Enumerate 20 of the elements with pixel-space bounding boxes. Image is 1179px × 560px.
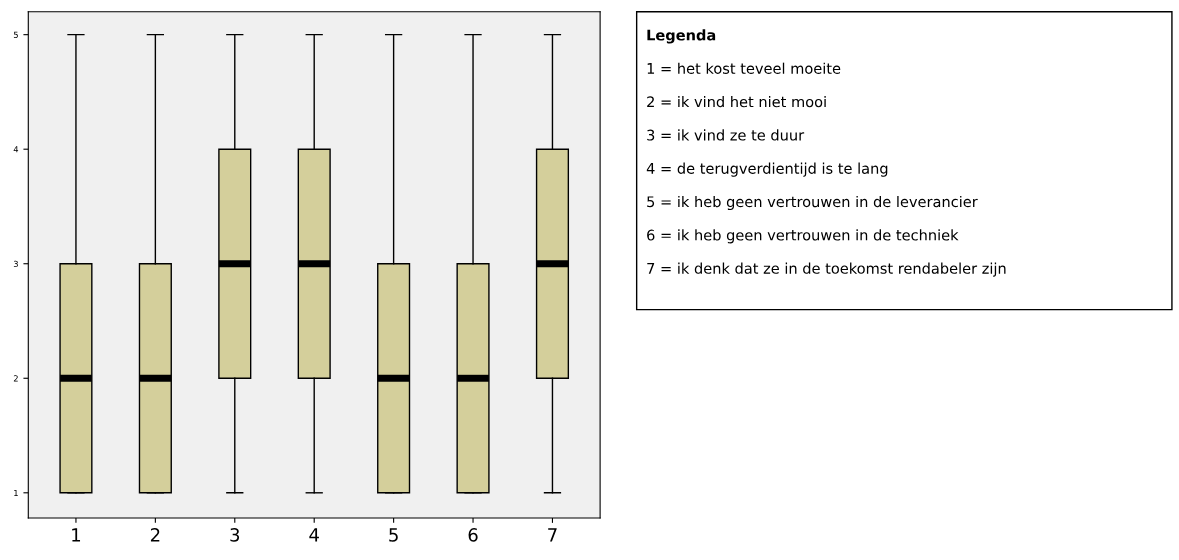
y-tick-label: 4 [13, 146, 19, 153]
text: 1 = het kost teveel moeite [647, 62, 841, 74]
x-tick-label: 6 [468, 528, 478, 542]
y-tick-label: 5 [13, 31, 18, 38]
text: 6 = ik heb geen vertrouwen in de techniek [647, 229, 959, 244]
y-tick-label: 2 [13, 375, 18, 382]
text: 7 = ik denk dat ze in de toekomst rendabeler zijn [647, 262, 1006, 277]
x-tick-label: 7 [548, 528, 557, 542]
text: 2 = ik vind het niet mooi [647, 95, 826, 108]
text: Legenda [647, 29, 716, 44]
x-tick-label: 5 [389, 528, 398, 542]
text: 3 = ik vind ze te duur [647, 129, 805, 141]
x-tick-label: 2 [150, 528, 160, 542]
y-tick-label: 3 [13, 260, 18, 268]
x-tick-label: 4 [309, 528, 319, 542]
x-tick-label: 1 [72, 528, 81, 542]
x-tick-label: 3 [230, 528, 240, 542]
text: 5 = ik heb geen vertrouwen in de leverancier [647, 195, 978, 211]
y-tick-label: 1 [14, 489, 18, 496]
text: 4 = de terugverdientijd is te lang [646, 162, 888, 177]
